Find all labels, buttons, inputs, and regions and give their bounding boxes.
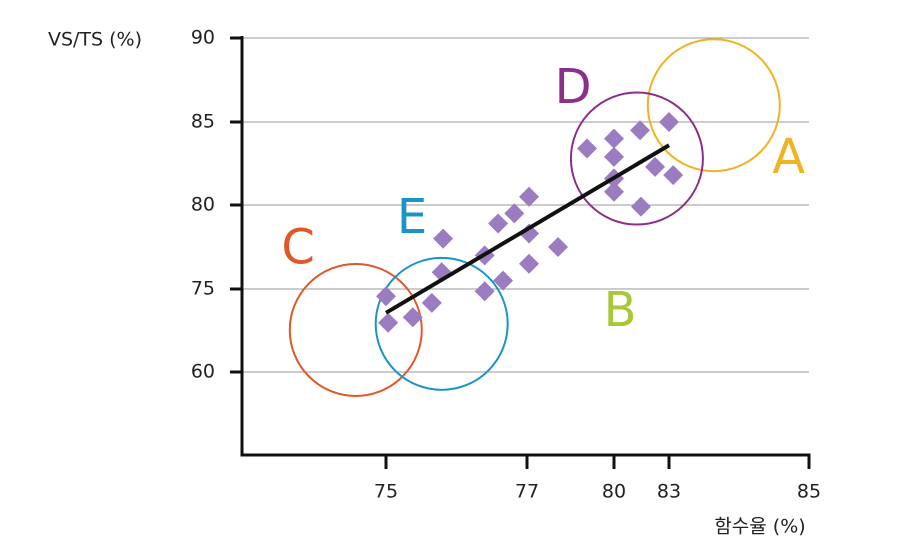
y-tick-label: 75 [191,278,215,300]
point [519,253,540,274]
point [663,165,684,186]
point [493,270,514,291]
point [421,292,442,313]
annotation: B [604,282,637,338]
annotation: C [281,219,315,275]
point [548,237,569,257]
annotation: A [772,129,805,185]
point [519,186,540,207]
annotation: E [397,189,427,245]
point [519,223,540,244]
x-tick-label: 77 [515,481,539,503]
point [474,281,495,302]
point [577,138,598,159]
point [604,146,624,167]
x-tick-label: 80 [602,481,626,503]
annotation: D [555,59,592,115]
region-circle [569,91,704,226]
point [604,181,624,202]
point [376,286,396,307]
region-circle [646,38,781,173]
y-axis-label: VS/TS (%) [48,29,142,51]
x-tick-label: 83 [657,481,681,503]
point [659,112,679,132]
x-tick-label: 75 [374,481,398,503]
trend-line [384,143,671,315]
x-axis-label: 함수율 (%) [714,516,805,538]
y-tick-label: 90 [191,27,215,49]
point [630,196,651,217]
point [504,203,525,224]
x-tick-label: 85 [797,481,821,503]
region-circle [288,262,423,397]
point [630,120,651,141]
y-tick-label: 80 [191,194,215,216]
point [378,312,399,333]
point [604,128,624,149]
point [645,156,666,177]
region-circle [374,256,509,391]
point [433,228,454,249]
y-tick-label: 85 [191,111,215,133]
y-tick-label: 60 [191,361,215,383]
point [488,213,509,234]
point [402,307,423,328]
